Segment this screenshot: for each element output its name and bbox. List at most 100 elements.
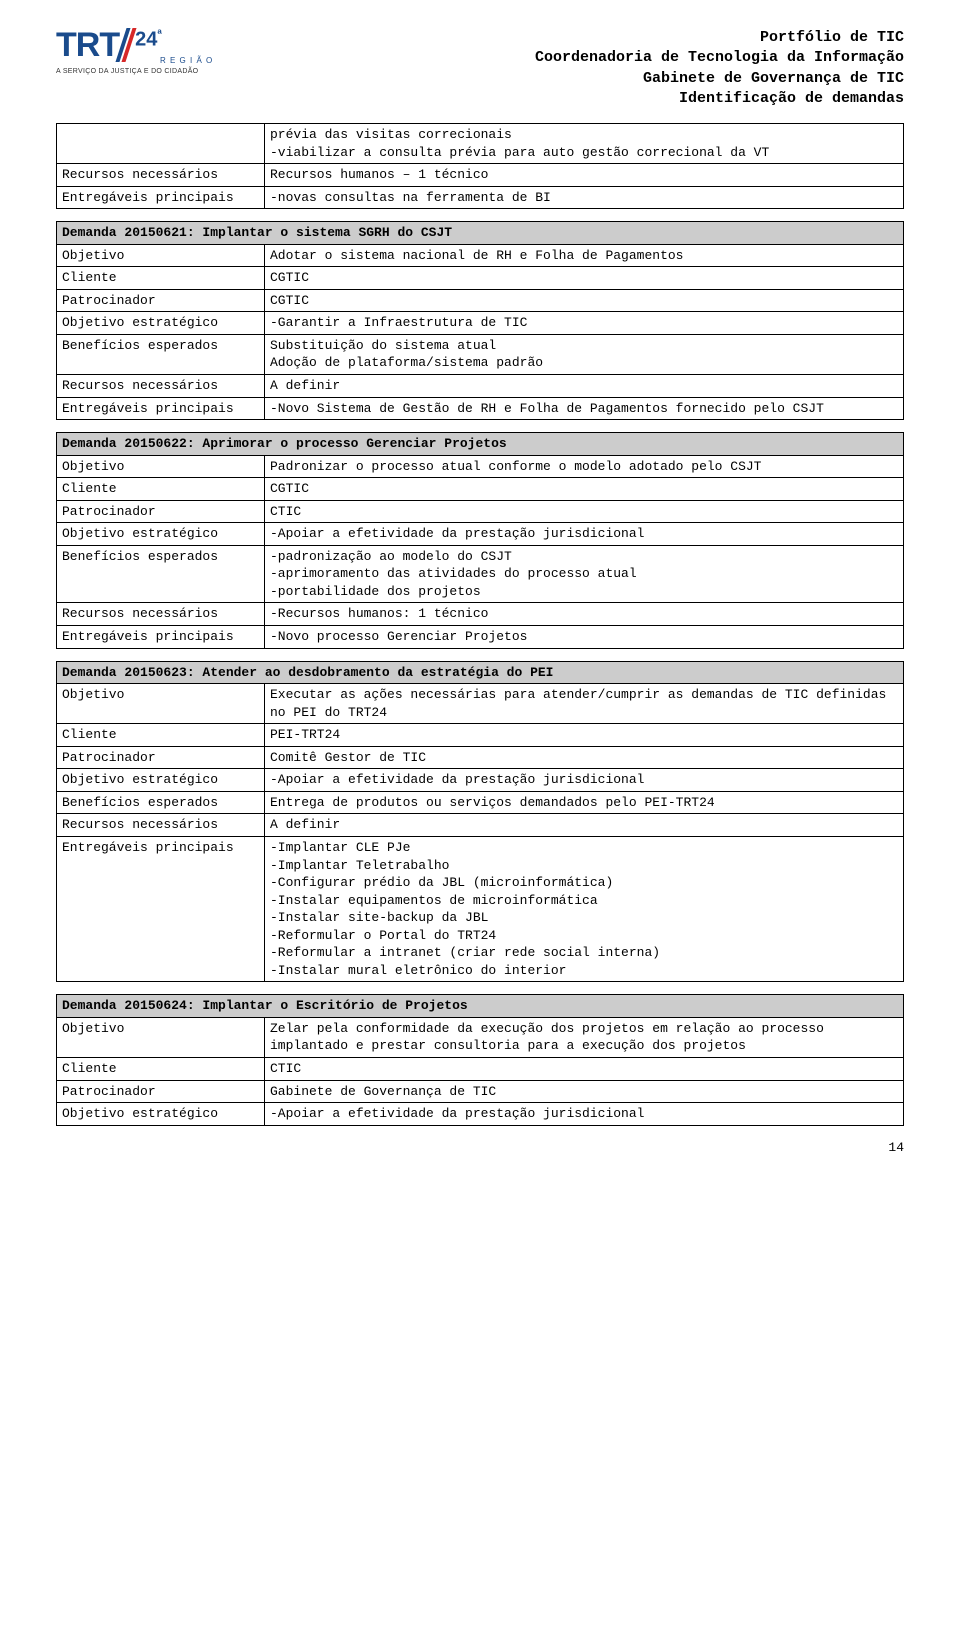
row-label: Cliente [57, 478, 265, 501]
row-label: Entregáveis principais [57, 186, 265, 209]
table-row: ClienteCTIC [57, 1057, 904, 1080]
page-header: TRT 24ª R E G I Ã O A SERVIÇO DA JUSTIÇA… [56, 28, 904, 109]
row-value: CGTIC [265, 478, 904, 501]
row-label: Entregáveis principais [57, 626, 265, 649]
row-value: Recursos humanos – 1 técnico [265, 164, 904, 187]
table-row: Recursos necessáriosA definir [57, 814, 904, 837]
row-label: Patrocinador [57, 746, 265, 769]
row-value: -Novo Sistema de Gestão de RH e Folha de… [265, 397, 904, 420]
row-value: CTIC [265, 500, 904, 523]
table-row: Recursos necessários-Recursos humanos: 1… [57, 603, 904, 626]
row-value: -Garantir a Infraestrutura de TIC [265, 312, 904, 335]
table-row: ClientePEI-TRT24 [57, 724, 904, 747]
table-row: Entregáveis principais-Novo Sistema de G… [57, 397, 904, 420]
logo-slashes-icon [121, 28, 131, 62]
row-label: Benefícios esperados [57, 545, 265, 603]
row-label: Patrocinador [57, 289, 265, 312]
row-value: Gabinete de Governança de TIC [265, 1080, 904, 1103]
table-row: Recursos necessáriosA definir [57, 375, 904, 398]
demand-20150624-table: Demanda 20150624: Implantar o Escritório… [56, 994, 904, 1125]
row-label: Entregáveis principais [57, 836, 265, 981]
demand-title-row: Demanda 20150622: Aprimorar o processo G… [57, 433, 904, 456]
row-value: prévia das visitas correcionais-viabiliz… [265, 124, 904, 164]
row-label: Objetivo estratégico [57, 769, 265, 792]
logo: TRT 24ª R E G I Ã O A SERVIÇO DA JUSTIÇA… [56, 28, 246, 75]
row-value: Padronizar o processo atual conforme o m… [265, 455, 904, 478]
row-label: Entregáveis principais [57, 397, 265, 420]
table-row: Recursos necessários Recursos humanos – … [57, 164, 904, 187]
table-row: Entregáveis principais -novas consultas … [57, 186, 904, 209]
row-value: -Novo processo Gerenciar Projetos [265, 626, 904, 649]
row-value: Adotar o sistema nacional de RH e Folha … [265, 244, 904, 267]
row-value: PEI-TRT24 [265, 724, 904, 747]
row-value: -Apoiar a efetividade da prestação juris… [265, 769, 904, 792]
row-label: Recursos necessários [57, 603, 265, 626]
demand-title: Demanda 20150624: Implantar o Escritório… [57, 995, 904, 1018]
demand-continuation-table: prévia das visitas correcionais-viabiliz… [56, 123, 904, 209]
logo-text-24: 24ª [135, 27, 162, 52]
row-value: CGTIC [265, 267, 904, 290]
logo-region: R E G I Ã O [160, 56, 246, 65]
table-row: ObjetivoZelar pela conformidade da execu… [57, 1017, 904, 1057]
row-value: Comitê Gestor de TIC [265, 746, 904, 769]
row-label: Objetivo [57, 1017, 265, 1057]
row-label: Recursos necessários [57, 814, 265, 837]
row-value: Executar as ações necessárias para atend… [265, 684, 904, 724]
table-row: ObjetivoPadronizar o processo atual conf… [57, 455, 904, 478]
table-row: PatrocinadorGabinete de Governança de TI… [57, 1080, 904, 1103]
row-value: Entrega de produtos ou serviços demandad… [265, 791, 904, 814]
row-value: -padronização ao modelo do CSJT-aprimora… [265, 545, 904, 603]
row-value: -Apoiar a efetividade da prestação juris… [265, 523, 904, 546]
row-label: Objetivo [57, 684, 265, 724]
row-label: Cliente [57, 1057, 265, 1080]
row-value: A definir [265, 814, 904, 837]
row-value: -Recursos humanos: 1 técnico [265, 603, 904, 626]
row-label: Cliente [57, 267, 265, 290]
table-row: PatrocinadorComitê Gestor de TIC [57, 746, 904, 769]
header-line-4: Identificação de demandas [246, 89, 904, 109]
demand-title-row: Demanda 20150624: Implantar o Escritório… [57, 995, 904, 1018]
row-value: A definir [265, 375, 904, 398]
row-label: Recursos necessários [57, 375, 265, 398]
row-label: Cliente [57, 724, 265, 747]
row-label: Objetivo estratégico [57, 1103, 265, 1126]
table-row: Objetivo estratégico-Apoiar a efetividad… [57, 1103, 904, 1126]
demand-20150621-table: Demanda 20150621: Implantar o sistema SG… [56, 221, 904, 420]
demand-title: Demanda 20150623: Atender ao desdobramen… [57, 661, 904, 684]
row-label: Patrocinador [57, 500, 265, 523]
table-row: Entregáveis principais-Implantar CLE PJe… [57, 836, 904, 981]
table-row: PatrocinadorCTIC [57, 500, 904, 523]
header-line-3: Gabinete de Governança de TIC [246, 69, 904, 89]
logo-text-trt: TRT [56, 28, 119, 62]
logo-tagline: A SERVIÇO DA JUSTIÇA E DO CIDADÃO [56, 68, 246, 75]
table-row: Objetivo estratégico-Apoiar a efetividad… [57, 523, 904, 546]
demand-title: Demanda 20150622: Aprimorar o processo G… [57, 433, 904, 456]
row-label: Recursos necessários [57, 164, 265, 187]
header-titles: Portfólio de TIC Coordenadoria de Tecnol… [246, 28, 904, 109]
row-label: Objetivo [57, 244, 265, 267]
demand-20150622-table: Demanda 20150622: Aprimorar o processo G… [56, 432, 904, 648]
row-value: Substituição do sistema atualAdoção de p… [265, 334, 904, 374]
demand-title-row: Demanda 20150621: Implantar o sistema SG… [57, 222, 904, 245]
row-label: Patrocinador [57, 1080, 265, 1103]
row-value: CGTIC [265, 289, 904, 312]
row-value: -Apoiar a efetividade da prestação juris… [265, 1103, 904, 1126]
row-label: Benefícios esperados [57, 334, 265, 374]
demand-title: Demanda 20150621: Implantar o sistema SG… [57, 222, 904, 245]
table-row: ClienteCGTIC [57, 478, 904, 501]
row-label: Objetivo estratégico [57, 312, 265, 335]
table-row: Objetivo estratégico-Garantir a Infraest… [57, 312, 904, 335]
table-row: prévia das visitas correcionais-viabiliz… [57, 124, 904, 164]
row-value: CTIC [265, 1057, 904, 1080]
table-row: ObjetivoAdotar o sistema nacional de RH … [57, 244, 904, 267]
header-line-2: Coordenadoria de Tecnologia da Informaçã… [246, 48, 904, 68]
table-row: Entregáveis principais-Novo processo Ger… [57, 626, 904, 649]
page-number: 14 [56, 1140, 904, 1155]
table-row: Benefícios esperadosSubstituição do sist… [57, 334, 904, 374]
header-line-1: Portfólio de TIC [246, 28, 904, 48]
row-value: Zelar pela conformidade da execução dos … [265, 1017, 904, 1057]
table-row: ClienteCGTIC [57, 267, 904, 290]
row-label: Objetivo [57, 455, 265, 478]
row-label [57, 124, 265, 164]
table-row: Benefícios esperados-padronização ao mod… [57, 545, 904, 603]
